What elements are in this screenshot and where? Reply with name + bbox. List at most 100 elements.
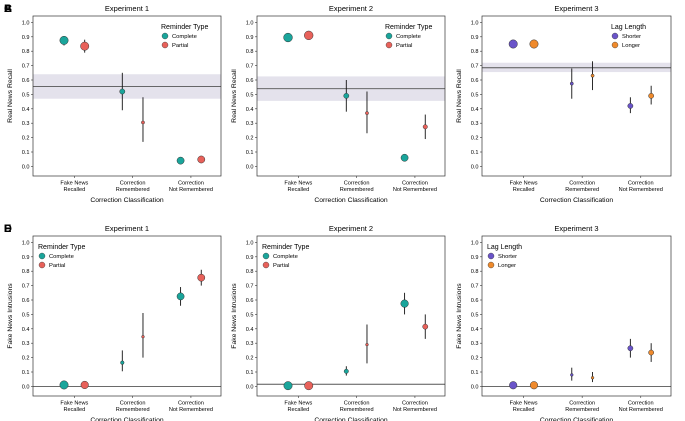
- chart-panel-d: D Experiment 1 0.0 0.1 0.2 0.3 0.4 0.5 0.6 0.7 0.8…: [4, 223, 222, 421]
- chart-panel-c: C Experiment 3 0.0 0.1 0.2 0.3 0.4 0.5 0.6 0.7 0.8…: [4, 3, 672, 204]
- data-point-partial: [422, 323, 429, 330]
- data-point-complete: [283, 381, 293, 391]
- y-tick-label: 0.9: [22, 255, 30, 261]
- y-tick-label: 0.2: [22, 136, 30, 142]
- x-tick-label-line: Correction: [344, 181, 370, 187]
- y-tick-label: 0.7: [471, 64, 479, 70]
- x-tick-label-line: Not Remembered: [619, 407, 663, 413]
- x-tick-label: Fake News Recalled: [284, 401, 312, 414]
- x-tick-label-line: Recalled: [63, 407, 85, 413]
- x-tick-label-line: Fake News: [284, 181, 312, 187]
- x-tick-label-line: Correction: [628, 181, 654, 187]
- data-point-longer: [590, 73, 595, 78]
- chart-panel-f: F Experiment 3 0.0 0.1 0.2 0.3 0.4 0.5 0.6 0.7 0.8…: [4, 223, 672, 421]
- y-tick-label: 0.9: [471, 35, 479, 41]
- y-tick-label: 0.5: [471, 312, 479, 318]
- y-tick-label: 0.3: [246, 341, 254, 347]
- x-tick-label-line: Fake News: [510, 181, 538, 187]
- panel-title: Experiment 3: [554, 224, 598, 233]
- y-tick-label: 0.5: [22, 92, 30, 98]
- y-tick-label: 0.7: [22, 64, 30, 70]
- data-point-complete: [400, 299, 409, 308]
- x-tick-label-line: Recalled: [513, 187, 535, 193]
- y-tick-label: 0.9: [471, 255, 479, 261]
- data-point-shorter: [508, 39, 518, 49]
- y-axis-title: Real News Recall: [456, 69, 463, 123]
- x-tick-label: Correction Not Remembered: [169, 401, 213, 414]
- data-point-partial: [197, 273, 206, 282]
- panel-letter: B: [4, 3, 12, 15]
- legend-title: Reminder Type: [38, 244, 85, 251]
- panel-title: Experiment 2: [329, 224, 373, 233]
- panel-letter: C: [4, 3, 12, 15]
- x-tick-label: Correction Not Remembered: [169, 181, 213, 194]
- y-tick-label: 0.7: [246, 284, 254, 290]
- data-point-partial: [141, 335, 145, 339]
- x-tick-label-line: Correction: [628, 401, 654, 407]
- y-tick-label: 0.4: [22, 107, 30, 113]
- y-tick-label: 0.2: [471, 356, 479, 362]
- y-tick-label: 0.7: [246, 64, 254, 70]
- data-point-complete: [176, 292, 185, 301]
- legend-label: Partial: [396, 43, 412, 49]
- x-tick-label: Fake News Recalled: [510, 401, 538, 414]
- y-tick-label: 0.4: [246, 107, 254, 113]
- y-tick-label: 0.0: [471, 384, 479, 390]
- x-tick-label: Correction Remembered: [565, 401, 599, 414]
- legend-swatch: [38, 252, 46, 260]
- legend-swatch: [262, 261, 270, 269]
- y-tick-label: 0.4: [471, 327, 479, 333]
- x-axis-title: Correction Classification: [540, 417, 614, 421]
- data-point-partial: [80, 380, 89, 390]
- x-tick-label: Fake News Recalled: [510, 181, 538, 194]
- x-tick-label-line: Remembered: [565, 407, 599, 413]
- y-tick-label: 0.0: [246, 384, 254, 390]
- data-point-complete: [59, 380, 69, 390]
- y-tick-label: 0.0: [471, 164, 479, 170]
- data-point-complete: [176, 156, 185, 165]
- legend-title: Reminder Type: [262, 244, 309, 251]
- data-point-partial: [365, 111, 369, 115]
- y-tick-label: 1.0: [22, 20, 30, 26]
- y-axis-title: Fake News Intrusions: [231, 283, 238, 349]
- y-tick-label: 0.5: [246, 92, 254, 98]
- data-point-longer: [648, 349, 655, 356]
- legend-label: Complete: [396, 34, 421, 40]
- legend-title: Lag Length: [487, 244, 522, 251]
- data-point-complete: [283, 32, 293, 43]
- x-tick-label-line: Remembered: [116, 187, 150, 193]
- data-point-shorter: [569, 81, 574, 86]
- legend-swatch: [385, 41, 393, 49]
- data-point-longer: [529, 381, 539, 390]
- plot-frame: [256, 235, 446, 397]
- y-tick-label: 0.8: [22, 269, 30, 275]
- y-tick-label: 0.6: [22, 298, 30, 304]
- legend-swatch: [611, 32, 619, 40]
- data-point-shorter: [627, 345, 634, 352]
- data-point-longer: [590, 376, 595, 380]
- x-tick-label-line: Fake News: [510, 401, 538, 407]
- x-tick-label: Correction Not Remembered: [393, 401, 437, 414]
- y-tick-label: 0.1: [22, 150, 30, 156]
- legend-label: Complete: [172, 34, 197, 40]
- x-tick-label: Correction Not Remembered: [619, 181, 663, 194]
- data-point-complete: [400, 153, 409, 162]
- legend-swatch: [262, 252, 270, 260]
- y-tick-label: 0.6: [471, 298, 479, 304]
- y-tick-label: 0.3: [22, 121, 30, 127]
- plot-frame: [32, 235, 222, 397]
- legend-label: Partial: [49, 263, 65, 269]
- x-tick-label-line: Recalled: [513, 407, 535, 413]
- legend-swatch: [487, 252, 495, 260]
- legend-swatch: [161, 41, 169, 49]
- data-point-partial: [365, 342, 369, 347]
- legend-label: Partial: [273, 263, 289, 269]
- data-point-complete: [343, 92, 350, 99]
- legend-swatch: [611, 41, 619, 49]
- data-point-partial: [422, 124, 428, 130]
- legend-label: Shorter: [498, 254, 517, 260]
- y-tick-label: 0.5: [471, 92, 479, 98]
- y-tick-label: 0.9: [22, 35, 30, 41]
- x-tick-label-line: Correction: [120, 181, 146, 187]
- x-axis-title: Correction Classification: [90, 417, 164, 421]
